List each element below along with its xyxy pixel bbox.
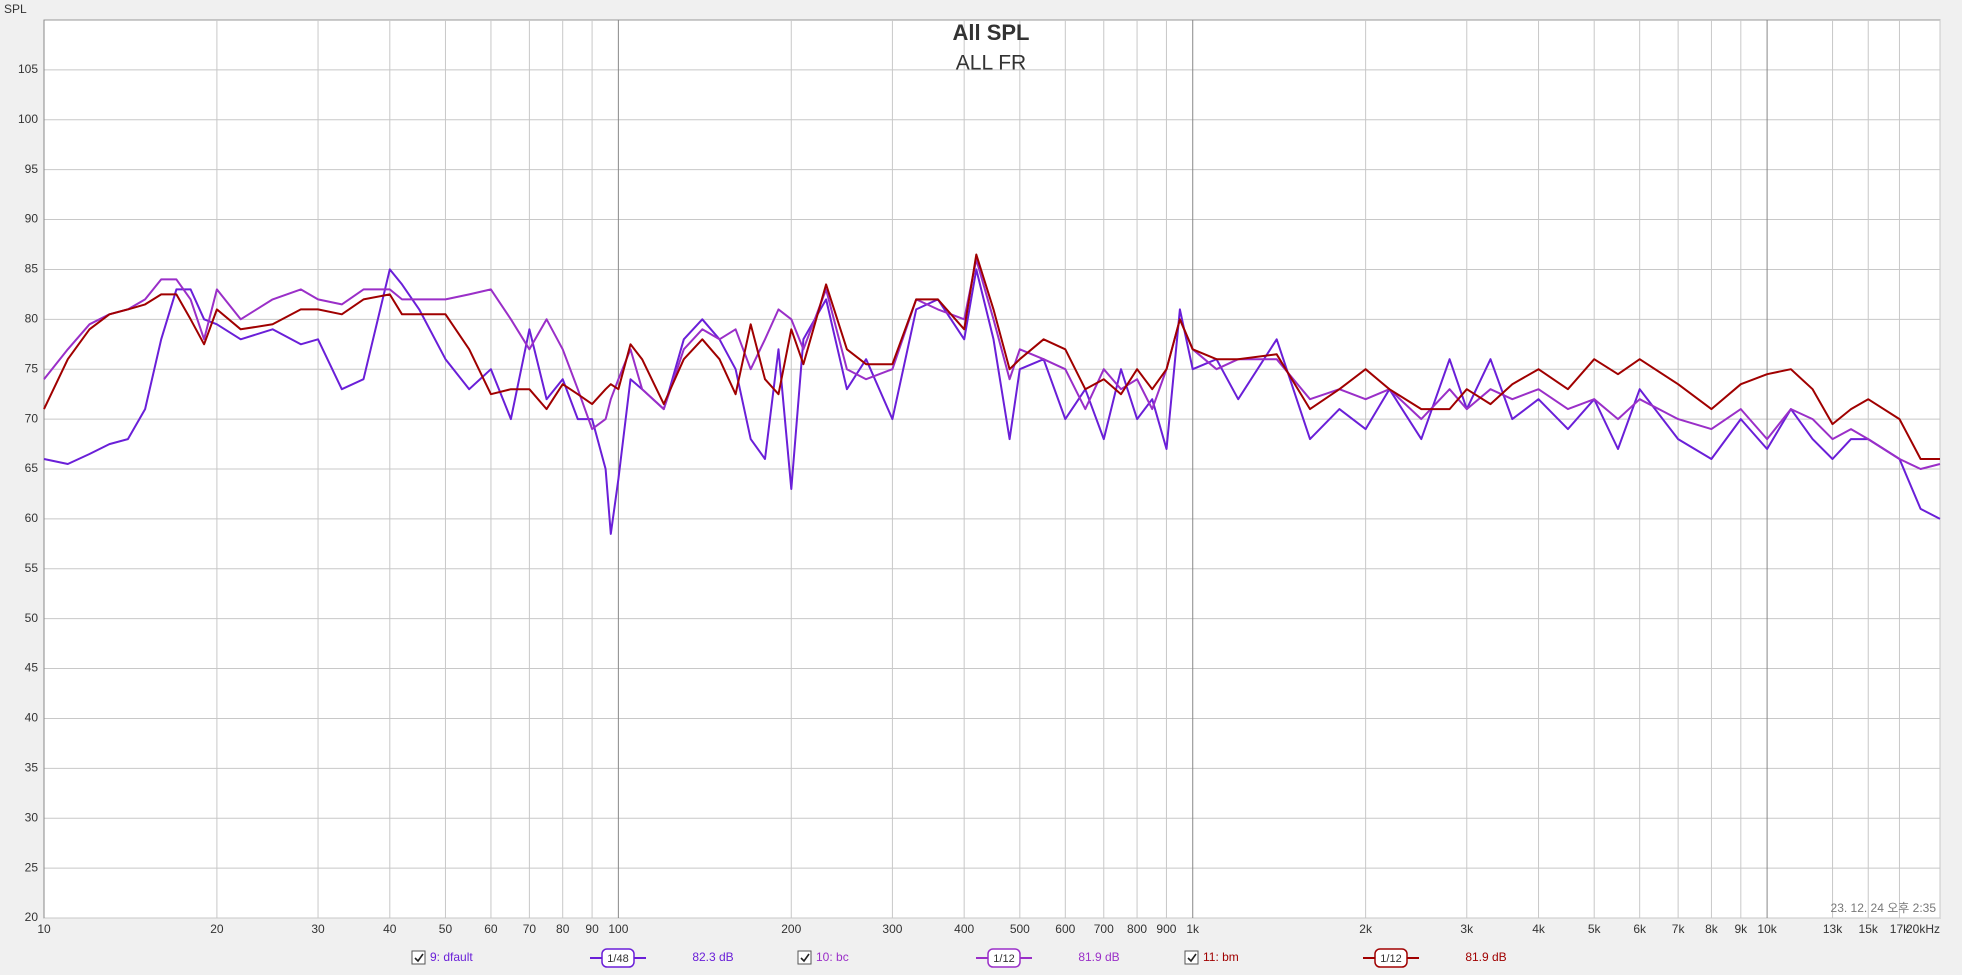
x-tick-label: 6k	[1633, 922, 1647, 936]
x-tick-label: 90	[585, 922, 599, 936]
x-tick-label: 5k	[1588, 922, 1602, 936]
checkbox[interactable]	[411, 950, 426, 965]
legend-name: 11: bm	[1203, 950, 1239, 964]
x-tick-label: 17k	[1890, 922, 1910, 936]
smoothing-box[interactable]	[601, 948, 635, 968]
x-tick-label: 7k	[1672, 922, 1686, 936]
x-tick-label: 300	[882, 922, 902, 936]
legend-level: 81.9 dB	[1465, 950, 1506, 964]
series-line	[43, 258, 1941, 470]
legend-level: 82.3 dB	[692, 950, 733, 964]
legend: 9: dfault 1/48 82.3 dB 10: bc 1/12 81.9 dB 11:…	[411, 948, 1507, 968]
x-tick-label: 3k	[1460, 922, 1474, 936]
y-tick-label: 40	[25, 711, 39, 725]
y-tick-label: 85	[25, 262, 39, 276]
x-tick-label: 2k	[1359, 922, 1373, 936]
y-tick-label: 60	[25, 511, 39, 525]
x-tick-label: 900	[1156, 922, 1176, 936]
y-tick-label: 50	[25, 611, 39, 625]
x-tick-label: 400	[954, 922, 974, 936]
chart-title: All SPL	[952, 20, 1029, 45]
smoothing-box[interactable]	[1374, 948, 1408, 968]
smoothing-box[interactable]	[987, 948, 1021, 968]
y-tick-label: 55	[25, 561, 39, 575]
x-tick-label: 800	[1127, 922, 1147, 936]
x-tick-label: 8k	[1705, 922, 1719, 936]
y-tick-label: 100	[18, 112, 38, 126]
check-mark	[800, 953, 810, 963]
y-tick-label: 45	[25, 661, 39, 675]
x-tick-label: 20kHz	[1906, 922, 1940, 936]
x-tick-label: 40	[383, 922, 397, 936]
checkbox[interactable]	[797, 950, 812, 965]
x-tick-label: 100	[608, 922, 628, 936]
y-tick-label: 20	[25, 910, 39, 924]
x-tick-label: 200	[781, 922, 801, 936]
y-tick-label: 90	[25, 212, 39, 226]
y-tick-label: 70	[25, 411, 39, 425]
smoothing-label: 1/12	[993, 953, 1014, 965]
smoothing-label: 1/12	[1380, 953, 1401, 965]
x-tick-label: 600	[1055, 922, 1075, 936]
grid: 20 25 30 35 40 45 50 55 60 65 70 75 80 85 90 95 100 105 10…	[18, 20, 1941, 936]
check-mark	[414, 953, 424, 963]
y-tick-label: 25	[25, 860, 39, 874]
y-axis-label: SPL	[4, 2, 27, 16]
y-tick-label: 75	[25, 361, 39, 375]
x-tick-label: 13k	[1823, 922, 1843, 936]
x-tick-label: 9k	[1734, 922, 1748, 936]
x-tick-label: 500	[1010, 922, 1030, 936]
legend-level: 81.9 dB	[1078, 950, 1119, 964]
x-tick-label: 70	[523, 922, 537, 936]
x-tick-label: 30	[311, 922, 325, 936]
smoothing-label: 1/48	[607, 953, 628, 965]
y-tick-label: 35	[25, 761, 39, 775]
y-tick-label: 105	[18, 62, 38, 76]
x-tick-label: 50	[439, 922, 453, 936]
series-line	[43, 253, 1940, 460]
x-tick-label: 4k	[1532, 922, 1546, 936]
x-tick-label: 60	[484, 922, 498, 936]
x-tick-label: 10	[37, 922, 51, 936]
x-tick-label: 15k	[1859, 922, 1879, 936]
timestamp: 23. 12. 24 오후 2:35	[1831, 901, 1937, 915]
x-tick-label: 1k	[1186, 922, 1200, 936]
y-tick-label: 95	[25, 162, 39, 176]
legend-name: 10: bc	[816, 950, 849, 964]
x-tick-label: 20	[210, 922, 224, 936]
y-tick-label: 80	[25, 312, 39, 326]
x-tick-label: 80	[556, 922, 570, 936]
chart-subtitle: ALL FR	[956, 52, 1026, 75]
x-tick-label: 10k	[1757, 922, 1777, 936]
check-mark	[1187, 953, 1197, 963]
legend-name: 9: dfault	[430, 950, 473, 964]
traces	[43, 253, 1941, 535]
x-tick-label: 700	[1094, 922, 1114, 936]
series-line	[43, 268, 1941, 535]
y-tick-label: 30	[25, 810, 39, 824]
checkbox[interactable]	[1184, 950, 1199, 965]
y-tick-label: 65	[25, 461, 39, 475]
